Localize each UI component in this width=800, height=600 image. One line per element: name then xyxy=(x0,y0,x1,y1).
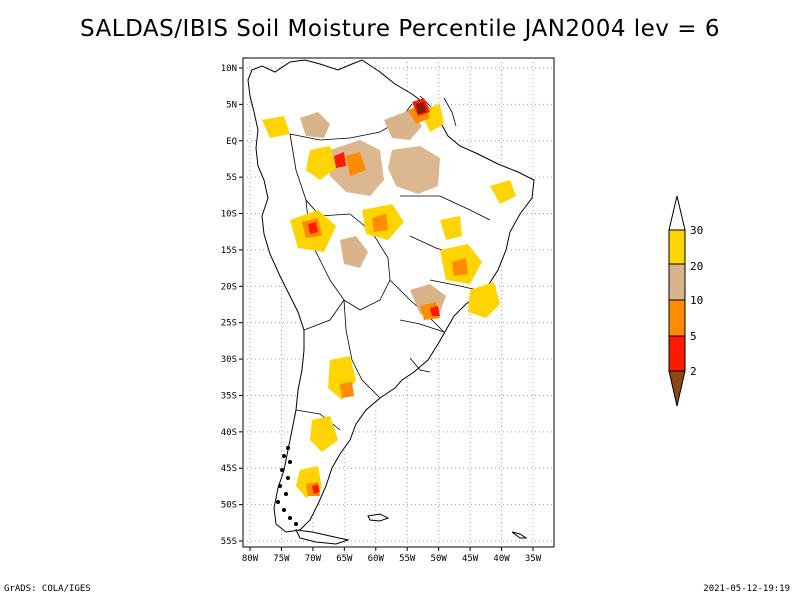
lat-tick-label: 35S xyxy=(221,391,237,401)
lon-tick-label: 40W xyxy=(493,554,510,564)
lon-tick-label: 65W xyxy=(336,554,353,564)
colorbar-label-2: 2 xyxy=(690,365,697,378)
lat-tick-label: 20S xyxy=(221,282,237,292)
colorbar-box-30 xyxy=(668,229,686,265)
footer-credit: GrADS: COLA/IGES xyxy=(4,584,91,594)
latitude-axis: 10N 5N EQ 5S 10S 15S 20S 25S 30S 35S 40S 45S 50S 55S xyxy=(221,64,243,547)
colorbar-label-20: 20 xyxy=(690,260,703,273)
lat-tick-label: 30S xyxy=(221,355,237,365)
lat-tick-label: 50S xyxy=(221,501,237,511)
colorbar-label-10: 10 xyxy=(690,294,703,307)
lat-tick-label: EQ xyxy=(226,137,237,147)
lon-tick-label: 45W xyxy=(462,554,479,564)
colorbar-label-30: 30 xyxy=(690,224,703,237)
percentile-patches xyxy=(262,98,516,498)
lon-tick-label: 80W xyxy=(242,554,259,564)
lat-tick-label: 25S xyxy=(221,319,237,329)
colorbar-box-10 xyxy=(668,299,686,337)
lon-tick-label: 55W xyxy=(399,554,416,564)
longitude-axis: 80W 75W 70W 65W 60W 55W 50W 45W 40W 35W xyxy=(242,547,542,564)
colorbar-box-20 xyxy=(668,263,686,301)
lat-tick-label: 40S xyxy=(221,428,237,438)
colorbar-label-5: 5 xyxy=(690,330,697,343)
colorbar: 30 20 10 5 2 xyxy=(668,195,703,407)
lat-tick-label: 10N xyxy=(221,64,237,74)
colorbar-bottom-triangle xyxy=(668,370,686,407)
lat-tick-label: 5N xyxy=(226,100,237,110)
lon-tick-label: 50W xyxy=(431,554,448,564)
footer-timestamp: 2021-05-12-19:19 xyxy=(703,584,790,594)
lat-tick-label: 45S xyxy=(221,464,237,474)
lon-tick-label: 75W xyxy=(273,554,290,564)
lon-tick-label: 70W xyxy=(305,554,322,564)
lat-tick-label: 15S xyxy=(221,246,237,256)
map-title: SALDAS/IBIS Soil Moisture Percentile JAN… xyxy=(80,16,720,42)
lat-tick-label: 10S xyxy=(221,210,237,220)
lat-tick-label: 5S xyxy=(226,173,237,183)
colorbar-box-5 xyxy=(668,335,686,372)
lon-tick-label: 60W xyxy=(368,554,385,564)
lat-tick-label: 55S xyxy=(221,537,237,547)
colorbar-top-triangle xyxy=(668,195,686,231)
lon-tick-label: 35W xyxy=(525,554,542,564)
